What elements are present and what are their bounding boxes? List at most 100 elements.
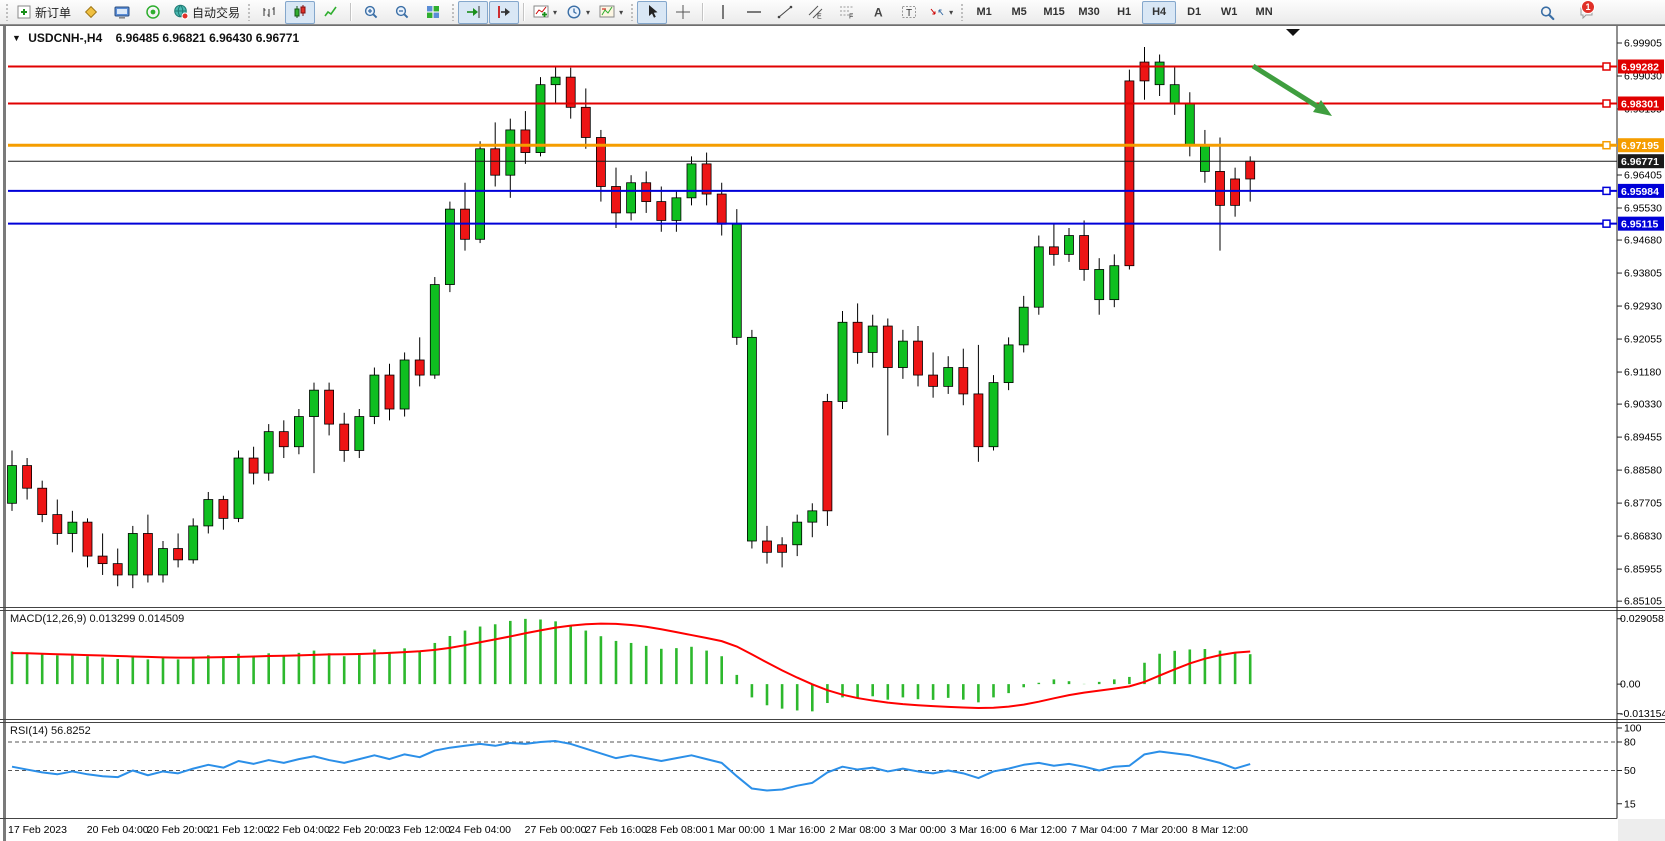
line-chart-mode-button[interactable]: [316, 1, 346, 24]
price-tick-label: 6.85955: [1624, 564, 1662, 576]
chevron-down-icon[interactable]: ▾: [553, 7, 558, 17]
candle-body: [263, 431, 274, 474]
strategy-signal-button[interactable]: [138, 1, 168, 24]
symbol-search-button[interactable]: [1532, 1, 1562, 24]
arrows-button[interactable]: ▾: [925, 1, 957, 24]
candle-body: [158, 548, 168, 576]
timeframe-M30-button[interactable]: M30: [1078, 6, 1100, 18]
timeframe-M5-button[interactable]: M5: [1011, 6, 1027, 18]
label-icon: T: [902, 6, 917, 19]
hline-handle[interactable]: [1602, 140, 1611, 150]
text-label-button[interactable]: T: [894, 1, 924, 24]
candle-body: [444, 208, 455, 285]
candle-body: [1064, 235, 1074, 255]
candle-body: [958, 367, 969, 395]
candle-body: [384, 374, 395, 410]
trendline-button[interactable]: [770, 1, 800, 24]
time-axis-label: 3 Mar 00:00: [890, 824, 946, 836]
chevron-down-icon[interactable]: ▾: [619, 7, 624, 17]
trend-arrow-annotation[interactable]: [1251, 63, 1332, 116]
candle-body: [1049, 246, 1059, 255]
rsi-indicator-label: RSI(14) 56.8252: [10, 725, 91, 737]
market-watch-button[interactable]: [76, 1, 106, 24]
notifications-button[interactable]: 1: [1572, 0, 1602, 24]
chevron-down-icon[interactable]: ▾: [586, 7, 591, 17]
fibonacci-button[interactable]: F: [832, 1, 862, 24]
rsi-panel: 100 80 50 15: [8, 723, 1642, 810]
timeframe-H1-button[interactable]: H1: [1117, 6, 1132, 18]
vertical-line-button[interactable]: [708, 1, 738, 24]
add-indicator-button[interactable]: ▾: [529, 1, 561, 24]
time-axis-label: 7 Mar 20:00: [1132, 824, 1188, 836]
equidistant-channel-button[interactable]: E: [801, 1, 831, 24]
horizontal-line-button[interactable]: [739, 1, 769, 24]
templates-button[interactable]: ▾: [595, 1, 627, 24]
timeframe-M15-button[interactable]: M15: [1043, 6, 1065, 18]
hline-handle[interactable]: [1602, 219, 1611, 228]
left-splitter[interactable]: [3, 26, 6, 841]
toolbar-grip: [451, 3, 456, 21]
candle-body: [882, 325, 893, 368]
candle-body: [747, 336, 757, 542]
collapse-triangle-icon[interactable]: ▼: [12, 33, 21, 43]
candle-body: [309, 389, 319, 417]
timeframe-M1-button[interactable]: M1: [976, 6, 992, 18]
macd-tick-label: 0.00: [1620, 679, 1641, 691]
auto-trading-button[interactable]: 自动交易: [169, 1, 244, 24]
timeframe-D1-button[interactable]: D1: [1187, 6, 1202, 18]
candle-body: [1230, 178, 1240, 206]
crosshair-button[interactable]: [668, 1, 698, 24]
zoom-in-button[interactable]: [356, 1, 386, 24]
chart-shift-button[interactable]: [489, 0, 520, 24]
price-tick-label: 6.87705: [1624, 498, 1662, 510]
new-order-button[interactable]: 新订单: [12, 1, 75, 24]
price-tick-label: 6.96405: [1624, 170, 1662, 182]
bar-chart-mode-button[interactable]: [254, 1, 284, 24]
candle-body: [611, 186, 621, 214]
zoom-out-icon: [395, 5, 409, 19]
time-axis-label: 7 Mar 04:00: [1071, 824, 1127, 836]
chart-title: ▼ USDCNH-,H4 6.96485 6.96821 6.96430 6.9…: [12, 31, 299, 45]
template-icon: [599, 5, 615, 18]
price-line-badge-label: 6.96771: [1621, 156, 1659, 168]
timeframe-H4-button[interactable]: H4: [1142, 0, 1177, 24]
shapes-icon: [930, 8, 944, 16]
price-line-badge-label: 6.97195: [1621, 140, 1659, 152]
channel-icon: E: [808, 5, 823, 20]
tile-windows-button[interactable]: [418, 1, 448, 24]
zoom-out-button[interactable]: [387, 1, 417, 24]
candle-body: [716, 193, 727, 225]
candle-body: [1109, 265, 1120, 301]
hline-handle[interactable]: [1602, 99, 1611, 108]
candle-body: [7, 465, 17, 504]
candlestick-mode-button[interactable]: [285, 0, 316, 24]
toolbar-grip: [960, 3, 965, 21]
candle-body: [520, 129, 531, 153]
toolbar-separator: [702, 3, 705, 21]
candle-body: [67, 521, 78, 534]
crosshair-icon: [676, 5, 691, 19]
hline-handle[interactable]: [1602, 186, 1611, 196]
time-axis-label: 27 Feb 00:00: [525, 824, 587, 836]
candle-body: [414, 359, 425, 376]
terminal-button[interactable]: [107, 1, 137, 24]
periods-button[interactable]: ▾: [562, 1, 594, 24]
candle-body: [429, 284, 440, 376]
timeframe-MN-button[interactable]: MN: [1255, 6, 1273, 18]
candle-body: [1018, 306, 1029, 346]
macd-indicator-label: MACD(12,26,9) 0.013299 0.014509: [10, 613, 185, 625]
text-button[interactable]: A: [863, 1, 893, 24]
hline-handle[interactable]: [1602, 62, 1611, 71]
chevron-down-icon[interactable]: ▾: [949, 7, 954, 17]
terminal-icon: [114, 6, 130, 19]
auto-scroll-button[interactable]: [458, 0, 489, 24]
price-tick-label: 6.99905: [1624, 38, 1662, 50]
candle-body: [1215, 171, 1225, 206]
candle-body: [203, 499, 214, 527]
timeframe-W1-button[interactable]: W1: [1220, 6, 1238, 18]
cursor-button[interactable]: [637, 0, 668, 24]
chart-candles-icon: [294, 5, 306, 18]
candle-body: [37, 487, 48, 516]
